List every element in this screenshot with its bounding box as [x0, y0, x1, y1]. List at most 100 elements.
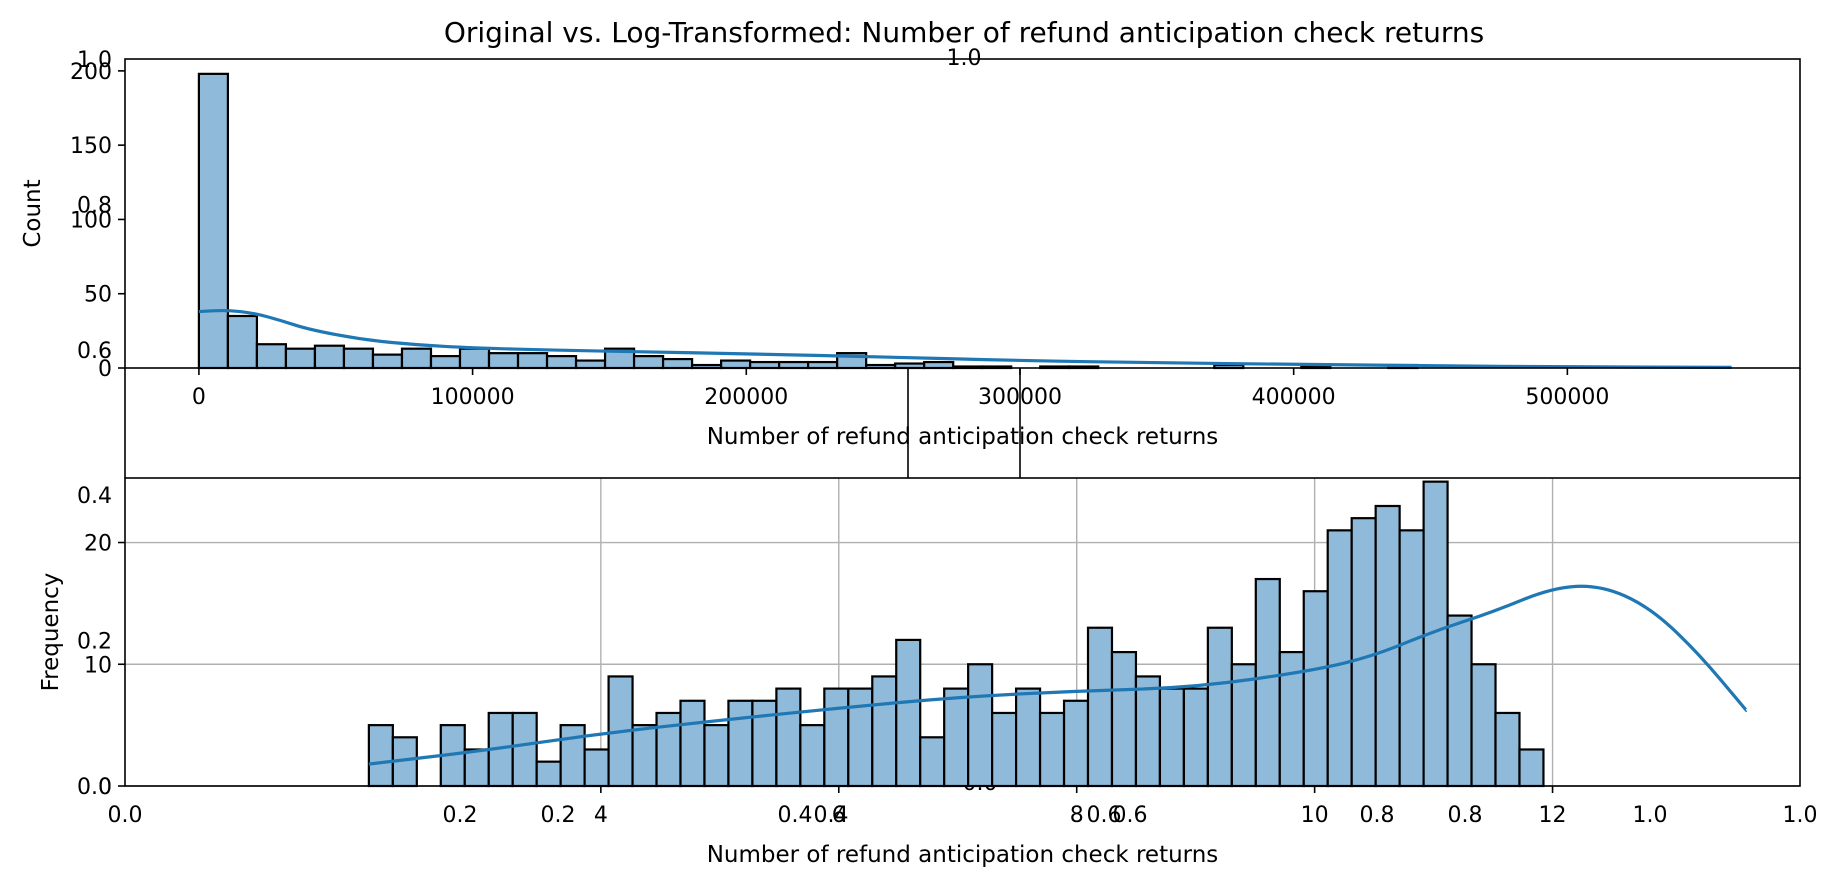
histogram-bar: [516, 352, 549, 370]
overlay-x2-tick-label: 0.2: [541, 803, 576, 828]
y-tick-label: 50: [84, 283, 112, 308]
x-tick-label: 200000: [704, 385, 788, 410]
histogram-bar: [923, 360, 955, 370]
y-tick-label: 0: [98, 357, 112, 382]
histogram-bar: [342, 347, 375, 370]
histogram-bar: [1206, 626, 1233, 788]
histogram-bar: [463, 748, 490, 788]
histogram-bar: [727, 699, 754, 788]
histogram-bar: [429, 355, 462, 370]
histogram-bar: [559, 724, 586, 788]
histogram-bar: [400, 347, 433, 370]
y-tick-label: 0: [98, 775, 112, 800]
histogram-bar: [749, 360, 781, 370]
x-tick-label: 0: [192, 385, 206, 410]
overlay-y-tick-label: 0.4: [77, 484, 112, 509]
x-tick-label: 10: [1301, 803, 1329, 828]
x-tick-label: 12: [1539, 803, 1567, 828]
x-tick-label: 500000: [1525, 385, 1609, 410]
top-histogram-panel: 0 100000 200000 300000 400000 500000 0 50 100 150…: [20, 58, 1801, 450]
histogram-bar: [1086, 626, 1114, 788]
x-axis-label: Number of refund anticipation check retu…: [707, 842, 1219, 868]
histogram-bar: [661, 357, 694, 370]
figure-title: Original vs. Log-Transformed: Number of …: [444, 16, 1484, 49]
histogram-bar: [1494, 711, 1521, 788]
histogram-bar: [313, 344, 346, 370]
histogram-bar: [1326, 529, 1353, 788]
histogram-bar: [1110, 650, 1138, 788]
histogram-bar: [823, 687, 850, 788]
histogram-bar: [720, 359, 752, 370]
y-tick-label: 100: [70, 208, 112, 233]
axes-frame: [124, 477, 1801, 787]
histogram-bar: [631, 724, 658, 788]
histogram-bar: [967, 663, 994, 788]
x-tick-label: 300000: [978, 385, 1062, 410]
y-tick-label: 200: [70, 60, 112, 85]
histogram-bar: [895, 638, 922, 788]
histogram-bar: [1014, 687, 1042, 788]
histogram-bar: [574, 359, 607, 370]
histogram-bar: [535, 760, 562, 788]
overlay-x2-tick-label: 1.0: [1633, 803, 1668, 828]
overlay-x2-tick-label: 0.6: [1087, 803, 1122, 828]
y-tick-label: 10: [84, 653, 112, 678]
axes-frame: [124, 58, 1801, 369]
histogram-bar: [799, 724, 826, 788]
histogram-bar: [226, 314, 259, 370]
histogram-bar: [511, 711, 538, 788]
kde-curve: [368, 584, 1748, 766]
histogram-bar: [487, 352, 520, 370]
histogram-bar: [255, 343, 288, 370]
histogram-bar: [775, 687, 802, 788]
histogram-bar: [1062, 699, 1090, 788]
histogram-bar: [1038, 711, 1066, 788]
kde-curve: [198, 308, 1732, 370]
histogram-bar: [991, 711, 1018, 788]
y-axis-label: Frequency: [38, 573, 64, 692]
histogram-bar: [1470, 663, 1497, 788]
overlay-x2-tick-label: 0.4: [814, 803, 849, 828]
histogram-bar: [807, 360, 839, 370]
histogram-bar: [1182, 687, 1209, 788]
overlay-y-tick-label: 0.8: [77, 193, 112, 218]
overlay-y-tick-label: 0.0: [77, 775, 112, 800]
histogram-bar: [371, 353, 404, 370]
x-tick-label: 100000: [431, 385, 515, 410]
overlay-x-tick-label: 1.0: [1783, 803, 1818, 828]
histogram-bar: [847, 687, 874, 788]
x-tick-label: 400000: [1252, 385, 1336, 410]
histogram-bar: [1158, 687, 1185, 788]
histogram-bar: [679, 699, 706, 788]
overlay-x-tick-label: 0.2: [443, 803, 478, 828]
overlay-y-tick-label: 1.0: [77, 48, 112, 73]
overlay-y-tick-label: 0.6: [77, 339, 112, 364]
overlay-x-tick-label: 0.8: [1448, 803, 1483, 828]
histogram-bar: [871, 675, 898, 788]
x-axis-label: Number of refund anticipation check retu…: [707, 424, 1219, 450]
histogram-bar: [458, 347, 491, 370]
histogram-bar: [632, 355, 665, 370]
overlay-x-tick-label: 0.6: [1113, 803, 1148, 828]
histogram-bar: [1350, 517, 1377, 788]
histogram-bar: [583, 748, 610, 788]
overlay-x-tick-label: 0.0: [108, 803, 143, 828]
histogram-bar: [1302, 590, 1329, 788]
histogram-bar: [284, 347, 317, 370]
bottom-histogram-panel: 4 6 8 10 12 0 10 20 Number of refund anticipatio…: [38, 477, 1801, 868]
histogram-bar: [943, 687, 970, 788]
x-tick-label: 8: [1070, 803, 1084, 828]
histogram-bar: [1398, 529, 1425, 788]
x-tick-label: 6: [832, 803, 846, 828]
y-tick-label: 150: [70, 134, 112, 159]
histogram-bar: [703, 724, 730, 788]
histogram-bar: [919, 736, 946, 788]
overlay-x2-tick-label: 0.8: [1360, 803, 1395, 828]
histogram-bar: [1254, 577, 1281, 788]
histogram-bar: [367, 724, 394, 788]
y-axis-label: Count: [20, 179, 46, 247]
histogram-bar: [1134, 675, 1162, 788]
histogram-bar: [1446, 614, 1473, 788]
